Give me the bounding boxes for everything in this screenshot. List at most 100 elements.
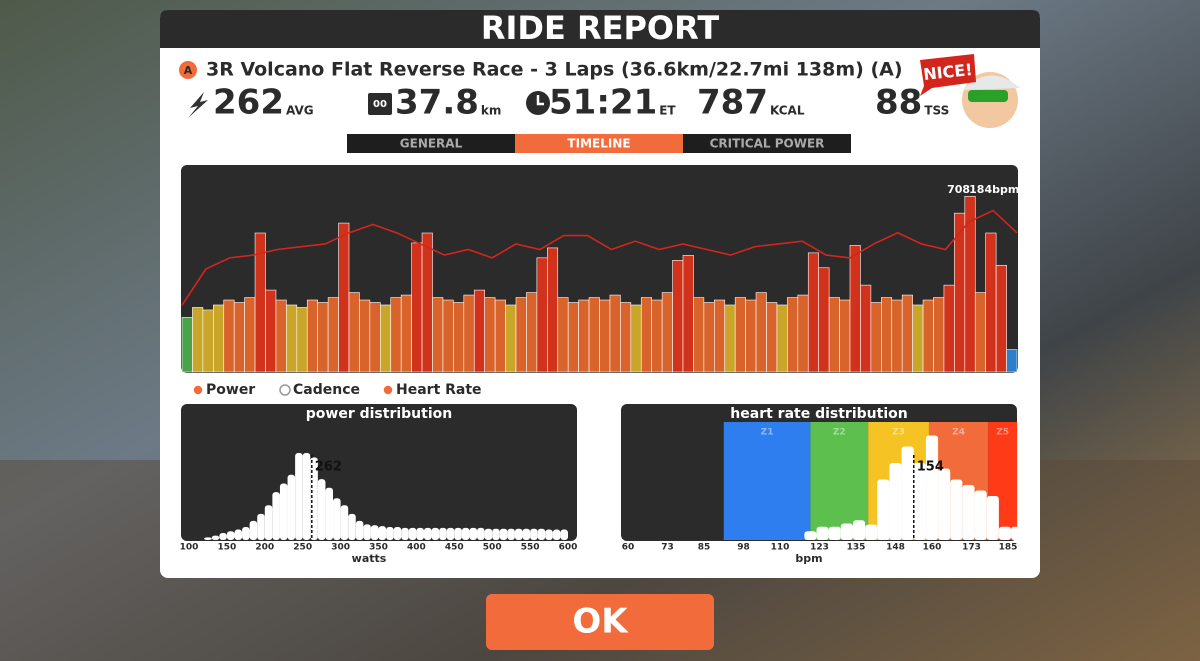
power-bar <box>672 260 684 373</box>
power-bar <box>557 297 569 373</box>
histogram-bar <box>925 435 939 540</box>
power-bar <box>296 307 308 373</box>
histogram-bar <box>408 527 417 540</box>
power-bar <box>181 317 193 373</box>
power-bar <box>463 294 475 373</box>
tab[interactable] <box>347 134 515 153</box>
histogram-bar <box>272 492 280 540</box>
power-bar <box>275 299 287 373</box>
x-tick-label: 500 <box>483 543 502 553</box>
histogram-bar <box>249 520 258 540</box>
zone-label: Z3 <box>892 428 905 438</box>
histogram-bar <box>560 529 568 540</box>
power-bar <box>505 304 517 373</box>
avatar-cap <box>962 75 1020 90</box>
x-tick-label: 150 <box>218 543 237 553</box>
stat-unit: TSS <box>924 104 949 118</box>
tab-label: CRITICAL POWER <box>710 137 825 151</box>
x-axis-label: watts <box>352 552 387 565</box>
stat-value: 262 <box>213 83 284 123</box>
power-bar <box>912 304 924 373</box>
histogram-bar <box>211 535 220 540</box>
zone-label: Z1 <box>761 428 774 438</box>
histogram-bar <box>454 527 462 540</box>
ok-label[interactable]: OK <box>572 602 629 642</box>
category-badge-bg <box>179 61 197 79</box>
x-tick-label: 450 <box>445 543 464 553</box>
power-bar <box>526 292 538 373</box>
power-bar <box>244 297 256 373</box>
x-tick-label: 200 <box>255 543 274 553</box>
histogram-bar <box>423 527 432 540</box>
power-bar <box>233 302 245 373</box>
zone-band <box>723 422 811 540</box>
stat-value: 51:21 <box>549 83 657 123</box>
stat-value: 37.8 <box>395 83 479 123</box>
ok-button[interactable] <box>486 594 714 650</box>
x-tick-label: 550 <box>521 543 540 553</box>
power-bar <box>609 294 621 373</box>
x-tick-label: 250 <box>293 543 312 553</box>
power-bar <box>484 297 496 373</box>
power-bar <box>453 302 465 373</box>
x-tick-label: 60 <box>622 543 635 553</box>
power-bar <box>860 284 872 373</box>
histogram-bar <box>974 490 987 540</box>
histogram-bar <box>416 527 424 540</box>
panel-header <box>160 10 1040 48</box>
chart-title: heart rate distribution <box>730 406 907 422</box>
power-bar <box>223 299 235 373</box>
power-bar <box>327 297 339 373</box>
legend-marker <box>192 384 204 396</box>
hr-peak-label: 184bpm <box>969 183 1019 196</box>
histogram-bar <box>530 528 538 540</box>
power-bar <box>745 299 757 373</box>
power-bar <box>421 232 433 373</box>
histogram-bar <box>492 528 500 540</box>
power-bar <box>317 302 329 373</box>
x-tick-label: 185 <box>999 543 1018 553</box>
power-bar <box>870 302 882 373</box>
legend-label: Heart Rate <box>396 382 482 398</box>
histogram-bar <box>242 526 250 540</box>
title: RIDE REPORT <box>481 9 719 47</box>
power-bar <box>807 252 819 373</box>
x-tick-label: 160 <box>923 543 942 553</box>
histogram-bar <box>302 453 311 540</box>
histogram-bar <box>226 531 235 540</box>
histogram-bar <box>234 529 243 540</box>
zone-label: Z5 <box>996 428 1009 438</box>
x-tick-label: 350 <box>369 543 388 553</box>
distance-icon-text: 00 <box>373 99 387 110</box>
power-bar <box>348 292 360 373</box>
histogram-bar <box>852 520 866 540</box>
power-bar <box>1006 349 1018 373</box>
histogram-bar <box>507 528 515 540</box>
power-bar <box>192 307 204 373</box>
average-label: 262 <box>315 460 342 475</box>
power-bar <box>839 299 851 373</box>
histogram-bar <box>499 528 508 540</box>
chart-title: power distribution <box>306 406 452 422</box>
power-bar <box>891 299 903 373</box>
legend-marker <box>382 384 394 396</box>
power-bar <box>974 292 986 373</box>
tab[interactable] <box>683 134 851 153</box>
x-tick-label: 100 <box>180 543 199 553</box>
histogram-bar <box>393 526 402 540</box>
power-bar <box>985 232 997 373</box>
power-bar <box>400 294 412 373</box>
histogram-bar <box>386 526 394 540</box>
power-bar <box>734 297 746 373</box>
histogram-bar <box>552 529 561 540</box>
power-bar <box>818 267 830 373</box>
tab[interactable] <box>515 134 683 153</box>
histogram-bar <box>514 528 523 540</box>
histogram-bar <box>877 479 890 540</box>
power-bar <box>755 292 767 373</box>
histogram-bar <box>310 457 318 540</box>
power-distribution-chart <box>181 404 577 541</box>
stat-unit: ET <box>659 104 676 118</box>
